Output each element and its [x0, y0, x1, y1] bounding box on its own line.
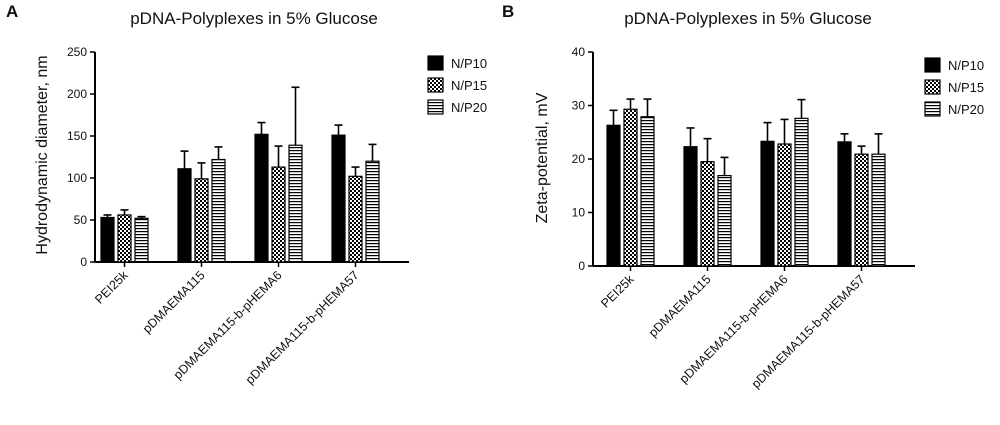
bar — [794, 117, 809, 267]
bar — [837, 141, 852, 267]
legend-swatch — [427, 55, 444, 71]
legend-swatch — [427, 77, 444, 93]
bar — [117, 214, 132, 263]
x-tick-label: pDMAEMA115 — [140, 268, 208, 336]
chart-panel-a: A pDNA-Polyplexes in 5% Glucose Hydrodyn… — [6, 2, 487, 387]
y-tick-label: 50 — [74, 213, 88, 227]
legend-swatch — [427, 99, 444, 115]
y-tick-label: 150 — [67, 129, 87, 143]
legend-swatch — [924, 79, 941, 95]
legend-label: N/P10 — [948, 58, 984, 73]
legend-label: N/P20 — [948, 102, 984, 117]
bar — [288, 144, 303, 263]
y-tick-label: 0 — [578, 259, 585, 273]
y-tick-label: 40 — [572, 45, 586, 59]
x-tick-label: PEI25k — [598, 272, 637, 311]
bar — [271, 166, 286, 263]
panel-letter: B — [502, 2, 514, 21]
bar — [683, 146, 698, 267]
bar — [348, 175, 363, 263]
y-axis-label: Zeta-potential, mV — [534, 92, 551, 223]
y-tick-label: 20 — [572, 152, 586, 166]
bar — [134, 217, 149, 263]
bar — [365, 160, 380, 263]
bar — [777, 143, 792, 267]
y-axis-label: Hydrodynamic diameter, nm — [34, 55, 51, 254]
y-tick-label: 100 — [67, 171, 87, 185]
y-tick-label: 30 — [572, 99, 586, 113]
legend-swatch — [924, 57, 941, 73]
y-tick-label: 0 — [80, 255, 87, 269]
panel-letter: A — [6, 2, 18, 21]
bar — [211, 158, 226, 263]
y-tick-label: 200 — [67, 87, 87, 101]
legend-label: N/P20 — [451, 100, 487, 115]
legend-label: N/P15 — [948, 80, 984, 95]
y-tick-label: 10 — [572, 206, 586, 220]
bar — [331, 134, 346, 263]
bar — [854, 153, 869, 267]
x-tick-label: pDMAEMA115 — [646, 272, 714, 340]
legend-label: N/P15 — [451, 78, 487, 93]
bar — [700, 161, 715, 267]
chart-panel-b: B pDNA-Polyplexes in 5% Glucose Zeta-pot… — [502, 2, 984, 391]
chart-title: pDNA-Polyplexes in 5% Glucose — [624, 9, 872, 28]
bar — [254, 133, 269, 263]
legend-label: N/P10 — [451, 56, 487, 71]
bar — [640, 116, 655, 267]
bar — [871, 153, 886, 267]
x-tick-label: PEI25k — [92, 268, 131, 307]
bar — [717, 174, 732, 267]
y-tick-label: 250 — [67, 45, 87, 59]
bar — [623, 108, 638, 267]
bar — [194, 178, 209, 263]
bar — [606, 124, 621, 267]
legend-swatch — [924, 101, 941, 117]
chart-title: pDNA-Polyplexes in 5% Glucose — [130, 9, 378, 28]
bar — [177, 168, 192, 263]
bar — [760, 140, 775, 267]
bar — [100, 216, 115, 263]
